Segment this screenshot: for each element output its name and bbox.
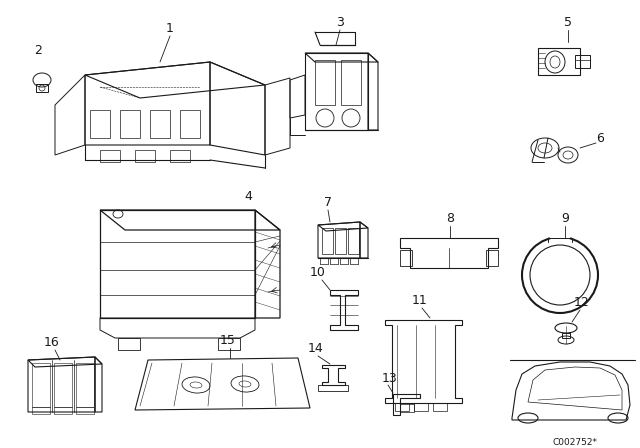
Bar	[76, 407, 94, 414]
Bar	[32, 363, 50, 407]
Bar	[414, 403, 428, 411]
Bar	[118, 338, 140, 350]
Text: 9: 9	[561, 211, 569, 224]
Bar	[100, 150, 120, 162]
Text: 8: 8	[446, 211, 454, 224]
Bar	[562, 333, 570, 338]
Bar	[335, 228, 346, 254]
Bar	[395, 403, 409, 411]
Bar	[32, 407, 50, 414]
Bar	[54, 363, 72, 407]
Bar	[486, 250, 498, 266]
Text: 6: 6	[596, 132, 604, 145]
Text: 16: 16	[44, 336, 60, 349]
Bar	[341, 60, 361, 105]
Bar	[120, 110, 140, 138]
Bar	[36, 84, 48, 92]
Text: 1: 1	[166, 22, 174, 34]
Bar	[180, 110, 200, 138]
Text: 2: 2	[34, 43, 42, 56]
Bar	[318, 385, 348, 391]
Bar	[90, 110, 110, 138]
Text: 4: 4	[244, 190, 252, 202]
Text: 5: 5	[564, 16, 572, 29]
Bar	[322, 228, 333, 254]
Text: 14: 14	[308, 341, 324, 354]
Text: C002752*: C002752*	[552, 438, 598, 447]
Text: 13: 13	[382, 371, 398, 384]
Bar	[135, 150, 155, 162]
Text: 10: 10	[310, 266, 326, 279]
Bar	[348, 228, 359, 254]
Bar	[76, 363, 94, 407]
Text: 12: 12	[574, 296, 590, 309]
Text: 15: 15	[220, 333, 236, 346]
Bar	[400, 250, 412, 266]
Bar	[170, 150, 190, 162]
Bar	[150, 110, 170, 138]
Text: 11: 11	[412, 293, 428, 306]
Text: 7: 7	[324, 195, 332, 208]
Bar	[433, 403, 447, 411]
Bar	[400, 404, 414, 412]
Bar	[218, 338, 240, 350]
Bar	[54, 407, 72, 414]
Text: 3: 3	[336, 16, 344, 29]
Bar	[315, 60, 335, 105]
